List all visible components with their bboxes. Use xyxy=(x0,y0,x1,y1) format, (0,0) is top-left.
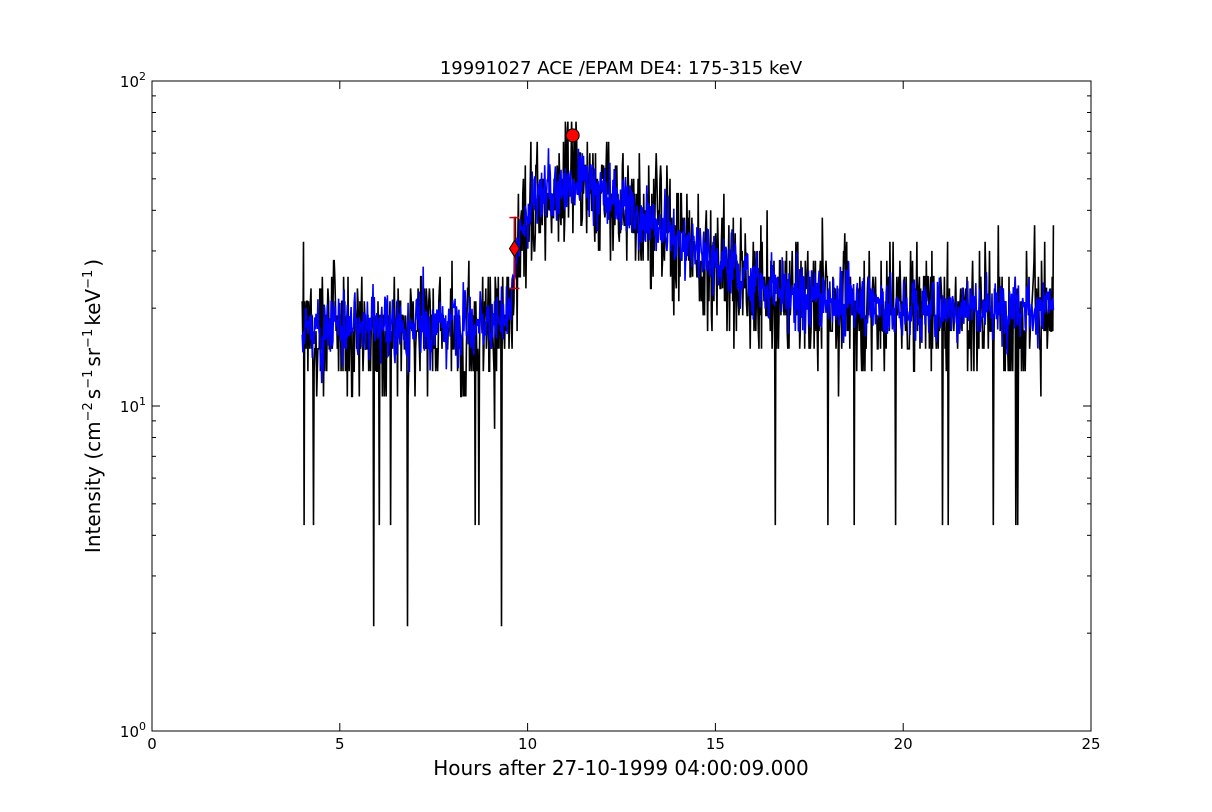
y-axis-label: Intensity (cm−2s−1sr−1keV−1) xyxy=(81,259,105,553)
x-tick-label: 10 xyxy=(518,735,537,753)
x-tick-label: 20 xyxy=(894,735,913,753)
series-smoothed-line xyxy=(301,148,1055,384)
y-tick-labels: 100 101 102 xyxy=(120,70,146,741)
x-axis-label: Hours after 27-10-1999 04:00:09.000 xyxy=(433,756,809,780)
x-tick-label: 15 xyxy=(706,735,725,753)
series-raw xyxy=(301,121,1055,627)
series-raw-line xyxy=(301,121,1055,627)
chart-title: 19991027 ACE /EPAM DE4: 175-315 keV xyxy=(440,58,803,79)
x-tick-label: 25 xyxy=(1081,735,1100,753)
series-smoothed xyxy=(301,148,1055,384)
plot-frame xyxy=(151,80,1092,732)
event-markers xyxy=(508,128,580,290)
y-tick-label: 102 xyxy=(120,70,146,91)
x-tick-labels: 0 5 10 15 20 25 xyxy=(147,735,1100,753)
onset-marker xyxy=(508,239,521,258)
plot-area xyxy=(151,80,1092,732)
peak-marker xyxy=(565,128,580,143)
y-tick-label: 101 xyxy=(120,395,146,416)
x-tick-label: 0 xyxy=(147,735,157,753)
y-tick-label: 100 xyxy=(120,720,146,741)
x-tick-label: 5 xyxy=(335,735,345,753)
